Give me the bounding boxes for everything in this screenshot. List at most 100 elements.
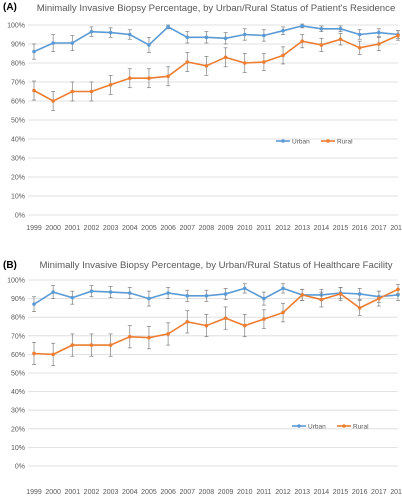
- x-tick-label: 2005: [141, 225, 157, 232]
- y-tick-label: 90%: [11, 42, 25, 49]
- x-tick-label: 2013: [294, 225, 310, 232]
- y-tick-label: 30%: [11, 156, 25, 163]
- legend-rural-label: Rural: [353, 423, 369, 430]
- x-tick-label: 2000: [45, 225, 61, 232]
- x-tick-label: 2007: [179, 225, 195, 232]
- x-tick-label: 2014: [314, 489, 330, 496]
- legend-urban-label: Urban: [308, 423, 326, 430]
- rural-data-point: [166, 74, 170, 79]
- rural-data-point: [377, 42, 381, 46]
- rural-data-point: [127, 334, 132, 339]
- urban-data-point: [357, 32, 362, 37]
- legend-urban-marker: [281, 139, 285, 143]
- legend-rural-marker: [342, 424, 346, 428]
- x-tick-label: 2017: [371, 489, 387, 496]
- urban-data-point: [70, 295, 75, 300]
- x-tick-label: 2010: [237, 225, 253, 232]
- x-tick-label: 2012: [275, 225, 291, 232]
- x-tick-label: 2012: [275, 489, 291, 496]
- legend-urban-marker: [297, 424, 301, 428]
- rural-data-point: [338, 292, 343, 296]
- x-tick-label: 2015: [333, 225, 349, 232]
- y-tick-label: 70%: [11, 80, 25, 87]
- legend-rural-marker: [326, 139, 330, 143]
- rural-data-point: [70, 343, 75, 347]
- urban-data-point: [242, 32, 247, 37]
- rural-data-point: [51, 99, 55, 103]
- y-tick-label: 50%: [11, 118, 25, 125]
- urban-data-point: [127, 32, 132, 37]
- urban-data-point: [147, 296, 151, 301]
- urban-data-point: [281, 28, 285, 33]
- y-tick-label: 70%: [11, 333, 25, 340]
- rural-data-point: [377, 296, 381, 301]
- x-tick-label: 2011: [256, 489, 271, 496]
- rural-data-point: [147, 335, 151, 340]
- x-tick-label: 2000: [45, 489, 61, 496]
- rural-data-point: [32, 88, 36, 93]
- urban-data-point: [281, 286, 285, 291]
- x-tick-label: 2009: [218, 489, 234, 496]
- rural-series-line: [33, 288, 399, 356]
- urban-data-point: [185, 294, 190, 298]
- x-tick-label: 2007: [179, 489, 195, 496]
- x-tick-label: 2006: [160, 489, 176, 496]
- rural-data-point: [223, 55, 228, 60]
- urban-data-point: [166, 25, 170, 29]
- x-tick-label: 2006: [160, 225, 176, 232]
- x-tick-label: 1999: [26, 225, 42, 232]
- rural-data-point: [108, 83, 113, 87]
- x-tick-label: 2009: [218, 225, 234, 232]
- urban-data-point: [108, 30, 113, 35]
- x-tick-label: 2005: [141, 489, 157, 496]
- y-tick-label: 0%: [15, 464, 25, 471]
- rural-data-point: [300, 293, 305, 297]
- y-tick-label: 10%: [11, 194, 25, 201]
- rural-data-point: [147, 76, 151, 80]
- urban-data-point: [223, 292, 228, 296]
- rural-data-point: [185, 320, 190, 324]
- urban-data-point: [108, 290, 113, 294]
- x-tick-label: 2002: [84, 225, 100, 232]
- legend-urban-label: Urban: [292, 138, 310, 145]
- rural-data-point: [108, 343, 113, 347]
- panel-label-b: (B): [3, 260, 17, 271]
- rural-data-point: [242, 61, 247, 65]
- rural-data-point: [32, 351, 36, 356]
- x-tick-label: 2015: [333, 489, 349, 496]
- y-tick-label: 40%: [11, 137, 25, 144]
- y-tick-label: 60%: [11, 99, 25, 106]
- chart-panel-b: (B) Minimally Invasive Biopsy Percentage…: [0, 252, 402, 500]
- rural-data-point: [396, 33, 400, 38]
- rural-data-point: [396, 287, 400, 292]
- x-tick-label: 2004: [122, 489, 138, 496]
- rural-data-point: [319, 297, 324, 302]
- chart-title-b: Minimally Invasive Biopsy Percentage, by…: [39, 260, 393, 271]
- y-tick-label: 20%: [11, 175, 25, 182]
- y-tick-label: 10%: [11, 445, 25, 452]
- rural-data-point: [204, 323, 209, 328]
- y-tick-label: 80%: [11, 315, 25, 322]
- y-tick-label: 50%: [11, 371, 25, 378]
- x-tick-label: 2010: [237, 489, 253, 496]
- x-tick-label: 2002: [84, 489, 100, 496]
- x-tick-label: 2003: [103, 225, 119, 232]
- x-tick-label: 2014: [314, 225, 330, 232]
- rural-data-point: [166, 332, 170, 336]
- urban-series-line: [33, 25, 399, 53]
- urban-data-point: [242, 286, 247, 291]
- x-tick-label: 2001: [65, 489, 81, 496]
- rural-data-point: [357, 306, 362, 310]
- y-tick-label: 20%: [11, 426, 25, 433]
- rural-data-point: [223, 316, 228, 320]
- x-tick-label: 2008: [199, 489, 215, 496]
- x-tick-label: 2016: [352, 489, 368, 496]
- urban-data-point: [127, 291, 132, 295]
- rural-data-point: [357, 46, 362, 50]
- x-tick-label: 2018: [390, 225, 402, 232]
- rural-data-point: [262, 317, 266, 321]
- chart-a-svg: 0%10%20%30%40%50%60%70%80%90%100%1999 200…: [7, 23, 402, 233]
- rural-data-point: [89, 343, 94, 347]
- x-tick-label: 2017: [371, 225, 387, 232]
- rural-data-point: [204, 64, 209, 68]
